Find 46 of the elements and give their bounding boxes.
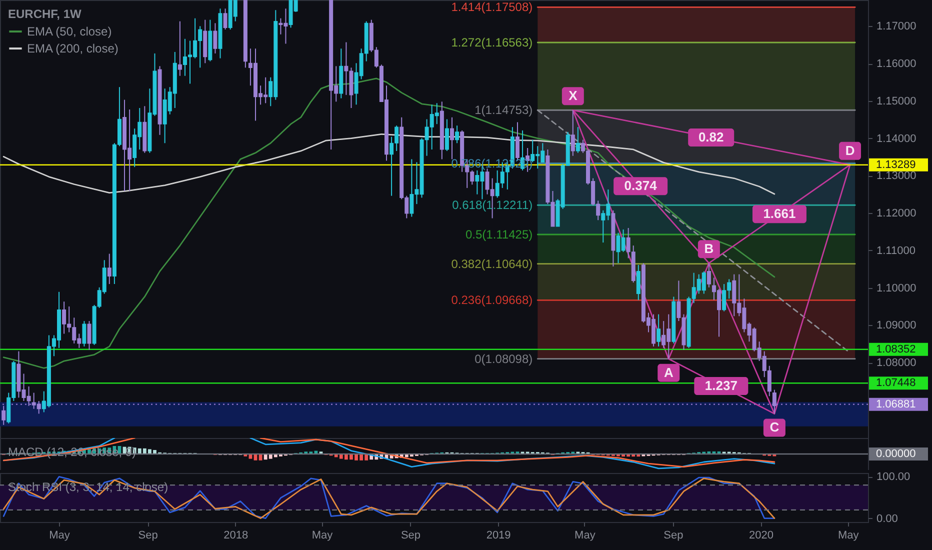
annotation: 1.661 [763, 206, 796, 222]
x-tick-label: 2019 [486, 530, 511, 542]
annotation: D [845, 142, 855, 158]
series-label: 0(1.08098) [474, 352, 533, 366]
x-tick-label: May [49, 530, 70, 542]
series-label: 1(1.14753) [474, 103, 533, 118]
x-tick-label: 2020 [749, 530, 774, 542]
x-tick-label: Sep [664, 530, 684, 542]
annotation: 0.374 [624, 178, 658, 194]
x-tick-label: 2018 [224, 530, 248, 542]
x-tick-label: Sep [138, 530, 158, 542]
annotation: X [568, 88, 578, 104]
annotation: B [704, 241, 714, 256]
x-tick-label: May [312, 530, 334, 542]
y-tick-label: 1.17000 [876, 20, 916, 33]
ref-line-label: 0.00000 [876, 448, 916, 460]
series-label: 1.414(1.17508) [451, 0, 533, 14]
x-tick-label: May [838, 530, 860, 542]
ref-line-label: 1.06881 [876, 398, 916, 410]
annotation: A [664, 364, 674, 380]
y-tick-label: 1.12000 [876, 208, 916, 220]
ref-line-label: 1.08352 [876, 343, 916, 356]
series-label: 0.5(1.11425) [465, 228, 533, 242]
ref-line-label: 1.07448 [876, 377, 916, 390]
annotation: 1.237 [704, 378, 738, 394]
x-tick-label: May [574, 530, 596, 542]
series-label: 0.382(1.10640) [451, 256, 533, 271]
y-tick-label: 1.11000 [876, 244, 916, 257]
y-tick-label: 1.16000 [876, 58, 916, 70]
y-tick-label: 0.00 [876, 512, 898, 525]
series-label: 1.272(1.16563) [451, 35, 533, 50]
y-tick-label: 1.15000 [876, 95, 916, 108]
annotation: 0.82 [698, 130, 724, 145]
x-tick-label: Sep [400, 530, 421, 542]
y-tick-label: 1.14000 [876, 132, 916, 145]
y-tick-label: 1.10000 [876, 282, 916, 294]
legend-label: EMA (200, close) [27, 42, 118, 56]
y-tick-label: 1.13000 [876, 170, 916, 182]
annotation: C [770, 420, 780, 435]
y-tick-label: 1.08000 [876, 357, 916, 370]
legend-label: EMA (50, close) [27, 24, 112, 38]
y-tick-label: 100.00 [876, 471, 910, 484]
ref-line-label: 1.13289 [876, 158, 916, 171]
text: EURCHF, 1W [8, 7, 82, 21]
y-tick-label: 1.09000 [876, 320, 916, 332]
series-label: 0.236(1.09668) [451, 293, 533, 308]
